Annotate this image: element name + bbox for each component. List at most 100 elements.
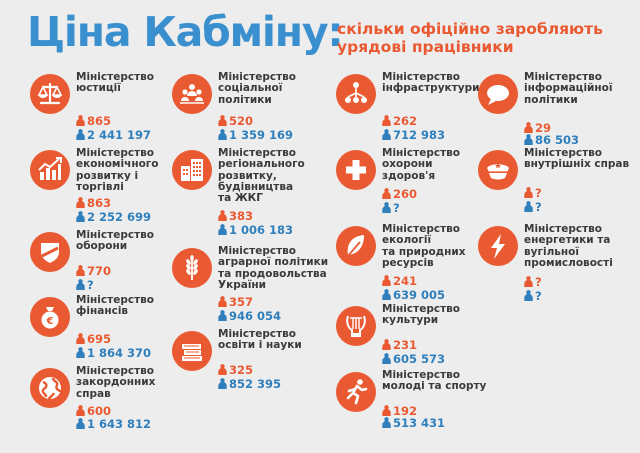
salary-amount: ? bbox=[535, 200, 542, 214]
officials-count: 192 bbox=[393, 404, 418, 418]
ministry-name-line: Міністерство bbox=[382, 147, 461, 159]
person-blue-icon bbox=[524, 289, 535, 303]
ministry-name-line: розвитку, bbox=[218, 169, 277, 182]
ministry-name-line: політики bbox=[524, 93, 578, 106]
ministry-name-line: Міністерство bbox=[524, 223, 603, 235]
ministry-name: Міністерство молоді та спорту bbox=[382, 369, 490, 393]
ministry-name-line: молоді та спорту bbox=[382, 380, 487, 393]
officials-stat: 260 bbox=[382, 188, 417, 201]
leaf-icon bbox=[336, 226, 376, 266]
salary-stat: ? bbox=[524, 290, 542, 303]
ministry-name-line: Міністерство bbox=[218, 245, 297, 257]
scales-icon bbox=[30, 74, 70, 114]
officials-stat: 192 bbox=[382, 405, 417, 418]
person-blue-icon bbox=[218, 223, 229, 237]
salary-stat: 2 441 197 bbox=[76, 129, 151, 142]
officials-stat: 357 bbox=[218, 296, 253, 309]
ministry-name: Міністерство інформаційної політики bbox=[524, 71, 632, 106]
person-orange-icon bbox=[76, 404, 87, 418]
ministry-name-line: освіти і науки bbox=[218, 339, 302, 352]
ministry-name-line: культури bbox=[382, 314, 439, 327]
person-blue-icon bbox=[382, 128, 393, 142]
person-orange-icon bbox=[76, 332, 87, 346]
ministry-name: Міністерство закордонних справ bbox=[76, 365, 184, 400]
salary-stat: 1 359 169 bbox=[218, 129, 293, 142]
officials-count: 695 bbox=[87, 332, 112, 346]
subtitle-line: урядові працівники bbox=[337, 38, 514, 56]
ministry-card: Міністерство освіти і науки 325 852 395 bbox=[172, 328, 322, 392]
books-icon bbox=[172, 331, 212, 371]
officials-stat: 600 bbox=[76, 405, 111, 418]
ministry-card: Міністерство охорони здоров'я 260? bbox=[336, 147, 486, 216]
ministry-name-line: будівництва bbox=[218, 180, 294, 193]
officials-stat: 520 bbox=[218, 115, 253, 128]
ministry-card: Міністерство інформаційної політики 29 86 50… bbox=[478, 71, 628, 148]
ministry-name-line: здоров'я bbox=[382, 169, 436, 182]
salary-stat: 605 573 bbox=[382, 353, 445, 366]
person-orange-icon bbox=[218, 114, 229, 128]
header: Ціна Кабміну: скільки офіційно заробляют… bbox=[0, 0, 640, 62]
person-orange-icon bbox=[76, 196, 87, 210]
person-blue-icon bbox=[382, 288, 393, 302]
person-orange-icon bbox=[382, 274, 393, 288]
officials-count: 383 bbox=[229, 209, 254, 223]
subtitle-line: скільки офіційно заробляють bbox=[337, 20, 603, 38]
person-blue-icon bbox=[76, 210, 87, 224]
ministry-name: Міністерство екології та природних ресурсів bbox=[382, 223, 490, 269]
officials-count: 231 bbox=[393, 338, 418, 352]
ministry-name-line: справ bbox=[76, 387, 111, 400]
ministry-name: Міністерство освіти і науки bbox=[218, 328, 326, 352]
ministry-name-line: юстиції bbox=[76, 82, 121, 95]
ministry-card: Міністерство економічного розвитку і торгів… bbox=[30, 147, 180, 225]
person-blue-icon bbox=[218, 377, 229, 391]
ministry-card: € Міністерство фінансів 695 1 864 370 bbox=[30, 294, 180, 361]
ministry-name-line: соціальної bbox=[218, 82, 283, 95]
officials-count: 262 bbox=[393, 114, 418, 128]
salary-amount: 1 643 812 bbox=[87, 417, 152, 431]
officials-stat: 241 bbox=[382, 275, 417, 288]
person-blue-icon bbox=[76, 278, 87, 292]
ministry-name-line: Міністерство bbox=[76, 365, 155, 377]
salary-amount: 86 503 bbox=[535, 133, 580, 147]
ministry-card: Міністерство соціальної політики 520 1 359 1… bbox=[172, 71, 322, 143]
ministry-name: Міністерство фінансів bbox=[76, 294, 184, 318]
salary-amount: 1 006 183 bbox=[229, 223, 294, 237]
salary-amount: 2 252 699 bbox=[87, 210, 152, 224]
salary-stat: 513 431 bbox=[382, 417, 445, 430]
person-blue-icon bbox=[218, 128, 229, 142]
salary-amount: 639 005 bbox=[393, 288, 446, 302]
salary-stat: 712 983 bbox=[382, 129, 445, 142]
ministry-name-line: інформаційної bbox=[524, 82, 613, 95]
ministry-name-line: розвитку і bbox=[76, 169, 139, 182]
person-blue-icon bbox=[382, 352, 393, 366]
officials-stat: 383 bbox=[218, 210, 253, 223]
ministry-card: Міністерство юстиції 865 2 441 197 bbox=[30, 71, 180, 143]
ministry-card: Міністерство регіонального розвитку, будівн… bbox=[172, 147, 322, 238]
person-orange-icon bbox=[76, 264, 87, 278]
person-orange-icon bbox=[76, 114, 87, 128]
ministry-name-line: та природних bbox=[382, 245, 466, 258]
ministry-name-line: промисловості bbox=[524, 256, 613, 269]
ministry-name-line: торгівлі bbox=[76, 180, 124, 193]
person-blue-icon bbox=[76, 346, 87, 360]
officials-count: 357 bbox=[229, 295, 254, 309]
wheat-icon bbox=[172, 248, 212, 288]
salary-amount: 1 359 169 bbox=[229, 128, 294, 142]
officials-stat: 231 bbox=[382, 339, 417, 352]
ministry-name: Міністерство інфраструктури bbox=[382, 71, 490, 95]
ministry-card: Міністерство молоді та спорту 192 513 431 bbox=[336, 369, 486, 431]
ministry-card: Міністерство інфраструктури 262 712 983 bbox=[336, 71, 486, 143]
officials-stat: 29 bbox=[524, 122, 551, 135]
officials-count: 325 bbox=[229, 363, 254, 377]
person-blue-icon bbox=[76, 128, 87, 142]
salary-stat: 639 005 bbox=[382, 289, 445, 302]
person-orange-icon bbox=[382, 114, 393, 128]
officials-stat: 770 bbox=[76, 265, 111, 278]
salary-amount: 946 054 bbox=[229, 309, 282, 323]
ministry-name-line: Міністерство bbox=[76, 294, 155, 306]
ministry-name: Міністерство енергетики та вугільної промис… bbox=[524, 223, 632, 269]
ministry-name-line: аграрної політики bbox=[218, 256, 329, 269]
ministry-name-line: Міністерство bbox=[218, 71, 297, 83]
ministry-card: Міністерство енергетики та вугільної промис… bbox=[478, 223, 628, 304]
officials-stat: 865 bbox=[76, 115, 111, 128]
